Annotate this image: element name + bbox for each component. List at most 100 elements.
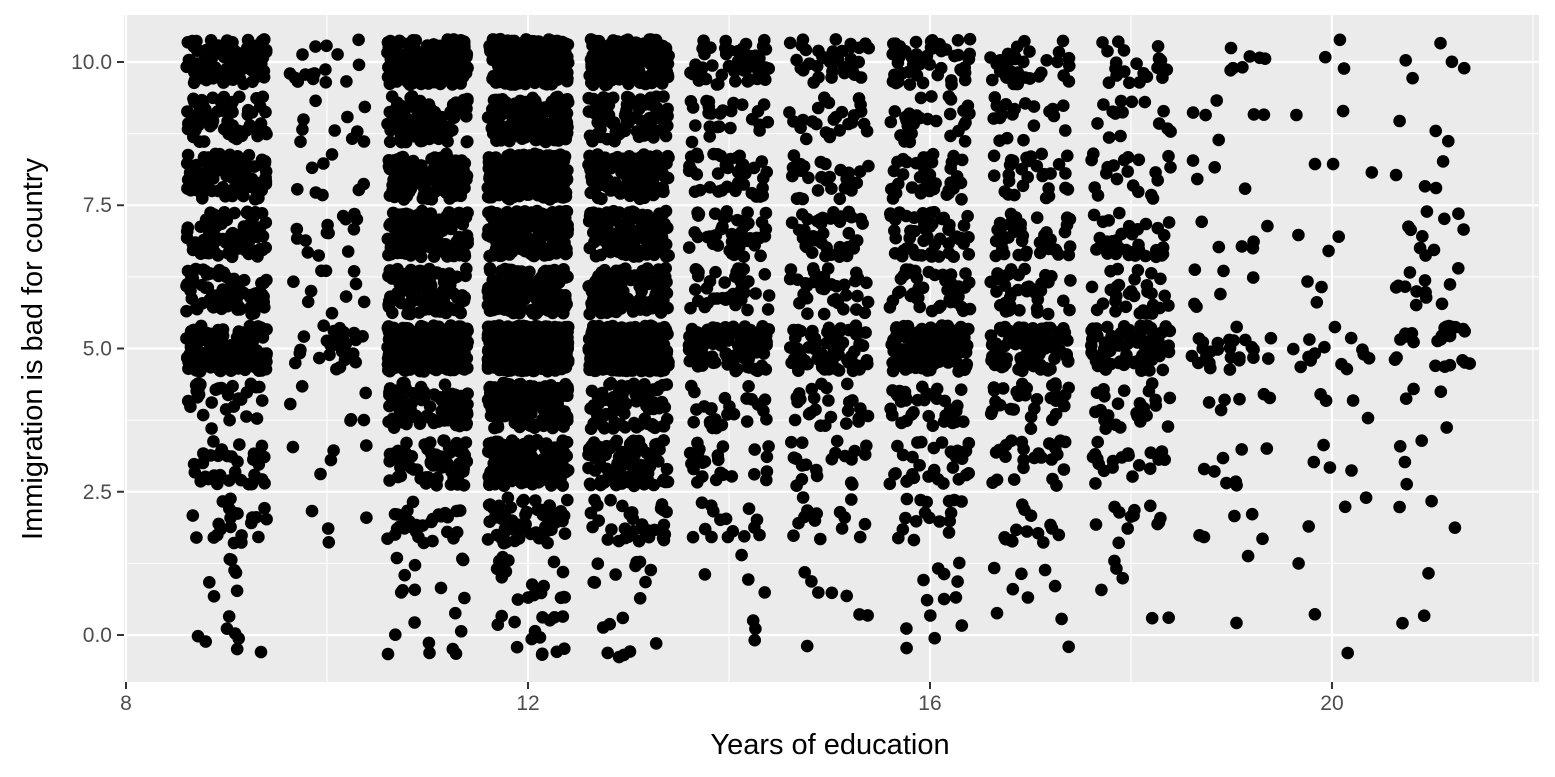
data-point — [431, 471, 444, 485]
data-point — [424, 457, 438, 470]
data-point — [658, 170, 671, 183]
data-point — [207, 435, 220, 448]
data-point — [583, 129, 597, 143]
data-point — [339, 212, 353, 226]
data-point — [202, 472, 215, 486]
data-point — [323, 348, 336, 362]
data-point — [319, 63, 332, 76]
data-point — [405, 330, 419, 344]
data-point — [390, 551, 404, 565]
data-point — [287, 275, 300, 289]
data-point — [403, 515, 416, 528]
data-point — [605, 523, 618, 536]
data-point — [541, 398, 555, 411]
data-point — [449, 606, 462, 620]
data-point — [210, 161, 224, 175]
data-point — [457, 163, 470, 176]
data-point — [525, 578, 539, 591]
data-point — [429, 185, 442, 198]
data-point — [345, 132, 359, 145]
data-point — [226, 119, 239, 132]
data-point — [320, 39, 333, 53]
data-point — [535, 648, 549, 661]
data-point — [204, 214, 217, 227]
data-point — [427, 267, 440, 281]
data-point — [240, 124, 253, 137]
data-point — [394, 296, 408, 310]
data-point — [489, 510, 503, 523]
data-point — [528, 170, 542, 183]
data-point — [384, 34, 397, 48]
data-point — [196, 408, 210, 422]
data-point — [251, 250, 264, 263]
data-point — [441, 37, 454, 50]
data-point — [397, 152, 411, 166]
data-point — [446, 123, 459, 137]
data-point — [630, 421, 643, 434]
data-point — [382, 248, 395, 262]
data-point — [335, 345, 349, 358]
data-point — [418, 58, 431, 72]
data-point — [491, 420, 505, 434]
data-point — [389, 449, 403, 463]
data-point — [649, 637, 663, 650]
data-point — [227, 361, 240, 374]
data-point — [352, 183, 366, 197]
data-point — [317, 157, 330, 170]
data-point — [357, 135, 371, 148]
data-point — [587, 206, 600, 219]
data-point — [309, 94, 322, 108]
data-point — [383, 399, 396, 413]
data-point — [645, 418, 659, 431]
data-point — [622, 330, 636, 344]
data-point — [537, 579, 550, 593]
data-point — [420, 169, 434, 183]
data-point — [327, 444, 340, 457]
data-point — [442, 441, 456, 455]
data-point — [482, 445, 495, 458]
data-point — [528, 421, 541, 435]
data-point — [632, 102, 646, 116]
data-point — [460, 135, 474, 149]
data-point — [255, 184, 268, 197]
data-point — [550, 446, 563, 460]
data-point — [352, 33, 365, 47]
data-point — [251, 320, 265, 333]
data-point — [259, 165, 273, 178]
data-point — [305, 504, 319, 518]
data-point — [391, 391, 405, 405]
data-point — [612, 534, 626, 548]
data-point — [324, 453, 338, 467]
data-point — [319, 76, 333, 89]
data-point — [199, 103, 212, 116]
data-point — [634, 186, 647, 199]
data-point — [660, 462, 674, 476]
data-point — [254, 117, 268, 130]
data-point — [235, 536, 248, 549]
data-point — [512, 378, 526, 391]
data-point — [349, 277, 363, 291]
data-point — [197, 233, 211, 247]
data-point — [652, 211, 666, 225]
data-point — [231, 289, 245, 303]
data-point — [556, 97, 569, 110]
data-point — [258, 450, 271, 464]
data-point — [290, 222, 304, 236]
data-point — [420, 284, 434, 298]
data-point — [383, 135, 397, 149]
data-point — [414, 159, 427, 172]
data-point — [559, 186, 573, 199]
data-point — [321, 522, 335, 535]
data-point — [603, 617, 616, 631]
data-point — [330, 362, 343, 376]
data-point — [521, 449, 535, 463]
data-point — [297, 330, 311, 343]
data-point — [425, 412, 439, 426]
data-point — [657, 185, 670, 199]
data-point — [583, 359, 596, 372]
data-point — [515, 476, 528, 490]
data-point — [181, 105, 194, 118]
data-point — [644, 319, 658, 333]
data-point — [200, 268, 214, 281]
data-point — [225, 250, 239, 264]
